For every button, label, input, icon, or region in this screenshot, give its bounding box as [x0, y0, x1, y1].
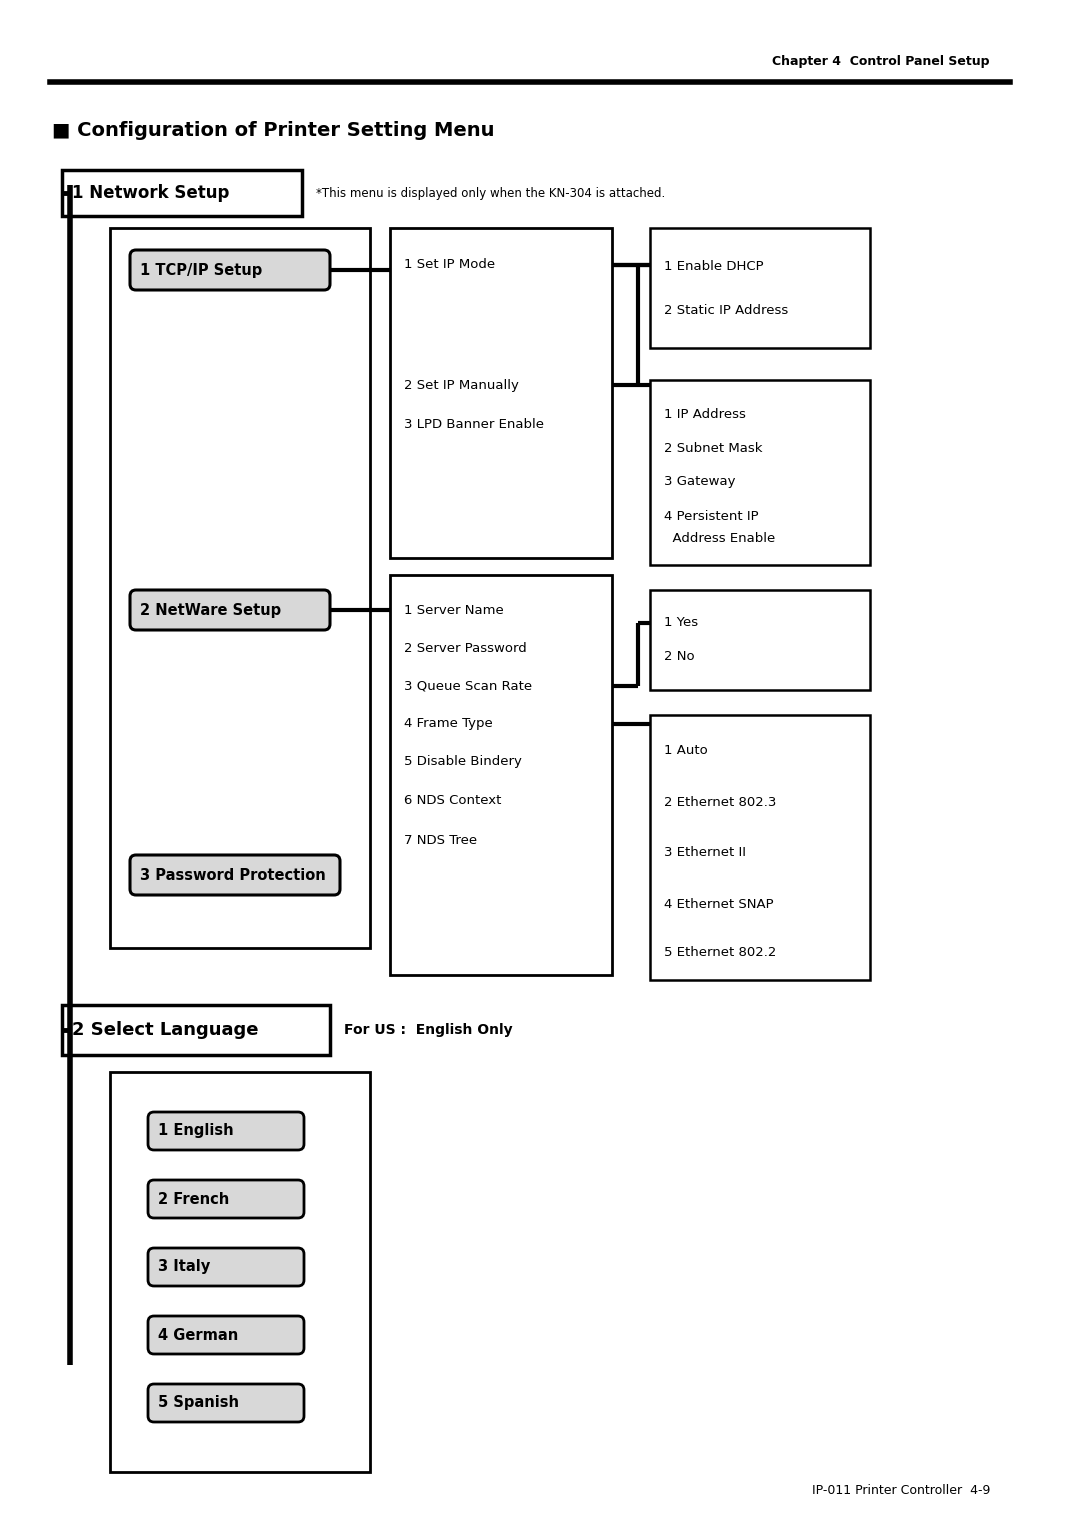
Text: Chapter 4  Control Panel Setup: Chapter 4 Control Panel Setup — [772, 55, 990, 69]
Text: 1 TCP/IP Setup: 1 TCP/IP Setup — [140, 263, 262, 278]
Bar — [62, 1005, 330, 1054]
FancyBboxPatch shape — [148, 1316, 303, 1354]
Text: 5 Disable Bindery: 5 Disable Bindery — [404, 755, 522, 769]
Bar — [110, 228, 370, 947]
Text: 3 LPD Banner Enable: 3 LPD Banner Enable — [404, 419, 544, 431]
Text: *This menu is displayed only when the KN-304 is attached.: *This menu is displayed only when the KN… — [316, 186, 665, 200]
Text: 2 Ethernet 802.3: 2 Ethernet 802.3 — [664, 796, 777, 810]
Bar — [650, 715, 870, 979]
FancyBboxPatch shape — [148, 1248, 303, 1287]
Text: 5 Spanish: 5 Spanish — [158, 1395, 239, 1410]
Text: 3 Ethernet II: 3 Ethernet II — [664, 847, 746, 859]
Bar — [62, 170, 302, 215]
FancyBboxPatch shape — [148, 1112, 303, 1151]
Text: 1 English: 1 English — [158, 1123, 233, 1138]
Text: 5 Ethernet 802.2: 5 Ethernet 802.2 — [664, 946, 777, 960]
Text: 2 No: 2 No — [664, 651, 694, 663]
Text: IP-011 Printer Controller  4-9: IP-011 Printer Controller 4-9 — [812, 1484, 990, 1496]
Text: 6 NDS Context: 6 NDS Context — [404, 793, 501, 807]
Text: 4 German: 4 German — [158, 1328, 239, 1343]
Text: 1 Server Name: 1 Server Name — [404, 604, 503, 616]
Text: 2 Static IP Address: 2 Static IP Address — [664, 304, 788, 316]
FancyBboxPatch shape — [130, 590, 330, 630]
FancyBboxPatch shape — [148, 1384, 303, 1423]
Text: 3 Password Protection: 3 Password Protection — [140, 868, 326, 883]
Bar — [650, 380, 870, 565]
Text: 3 Queue Scan Rate: 3 Queue Scan Rate — [404, 680, 532, 692]
Text: 1 Set IP Mode: 1 Set IP Mode — [404, 258, 495, 272]
Text: 3 Italy: 3 Italy — [158, 1259, 211, 1274]
FancyBboxPatch shape — [130, 856, 340, 895]
Text: 1 Auto: 1 Auto — [664, 744, 707, 758]
Text: 4 Persistent IP: 4 Persistent IP — [664, 509, 758, 523]
Bar — [110, 1073, 370, 1471]
Text: ■ Configuration of Printer Setting Menu: ■ Configuration of Printer Setting Menu — [52, 121, 495, 139]
Bar — [650, 228, 870, 348]
Text: Address Enable: Address Enable — [664, 532, 775, 544]
Text: 3 Gateway: 3 Gateway — [664, 475, 735, 489]
Text: 2 Server Password: 2 Server Password — [404, 642, 527, 654]
Text: 4 Frame Type: 4 Frame Type — [404, 718, 492, 730]
Text: 2 French: 2 French — [158, 1192, 229, 1207]
Text: 2 Subnet Mask: 2 Subnet Mask — [664, 442, 762, 454]
FancyBboxPatch shape — [148, 1180, 303, 1218]
Text: 7 NDS Tree: 7 NDS Tree — [404, 833, 477, 847]
Text: 1 Network Setup: 1 Network Setup — [72, 183, 229, 202]
Text: 2 Set IP Manually: 2 Set IP Manually — [404, 379, 518, 391]
Text: 1 IP Address: 1 IP Address — [664, 408, 746, 420]
Text: 4 Ethernet SNAP: 4 Ethernet SNAP — [664, 898, 773, 912]
Text: For US :  English Only: For US : English Only — [345, 1024, 513, 1038]
FancyBboxPatch shape — [130, 251, 330, 290]
Bar — [650, 590, 870, 691]
Text: 2 NetWare Setup: 2 NetWare Setup — [140, 602, 281, 617]
Bar — [390, 228, 612, 558]
Text: 1 Yes: 1 Yes — [664, 616, 698, 630]
Text: 2 Select Language: 2 Select Language — [72, 1021, 258, 1039]
Bar — [390, 575, 612, 975]
Text: 1 Enable DHCP: 1 Enable DHCP — [664, 260, 764, 272]
